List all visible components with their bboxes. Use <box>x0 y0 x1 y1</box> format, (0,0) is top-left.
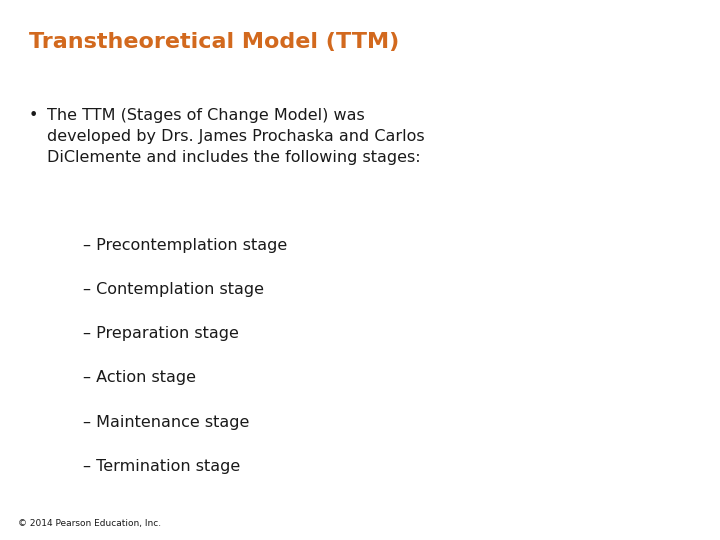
Text: – Action stage: – Action stage <box>83 370 196 386</box>
Text: Transtheoretical Model (TTM): Transtheoretical Model (TTM) <box>29 32 399 52</box>
Text: © 2014 Pearson Education, Inc.: © 2014 Pearson Education, Inc. <box>18 519 161 528</box>
Text: – Termination stage: – Termination stage <box>83 459 240 474</box>
Text: – Contemplation stage: – Contemplation stage <box>83 282 264 297</box>
Text: – Precontemplation stage: – Precontemplation stage <box>83 238 287 253</box>
Text: •: • <box>29 108 38 123</box>
Text: – Preparation stage: – Preparation stage <box>83 326 238 341</box>
Text: – Maintenance stage: – Maintenance stage <box>83 415 249 430</box>
Text: The TTM (Stages of Change Model) was
developed by Drs. James Prochaska and Carlo: The TTM (Stages of Change Model) was dev… <box>47 108 424 165</box>
